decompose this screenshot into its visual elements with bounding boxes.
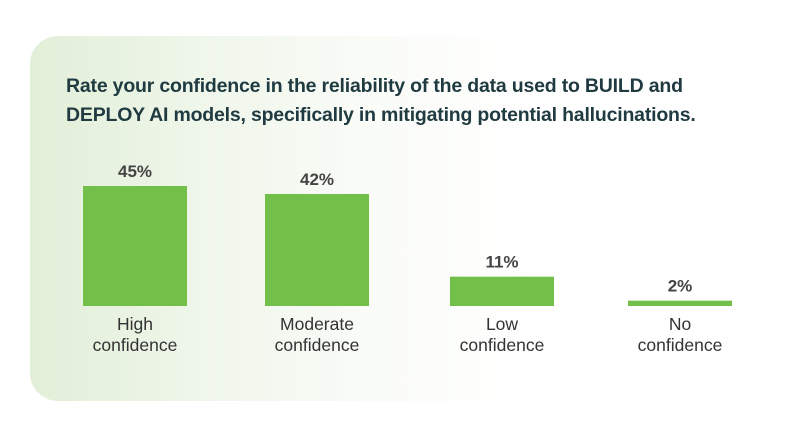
category-label-3: Low confidence <box>422 314 582 356</box>
category-label-line-1: Low <box>485 314 519 334</box>
category-label-line-1: Moderate <box>280 314 354 334</box>
category-label-line-2: confidence <box>637 335 723 355</box>
category-label-line-1: No <box>668 314 692 334</box>
value-label-1: 45% <box>118 162 152 181</box>
value-label-3: 11% <box>485 253 518 272</box>
category-label-1: High confidence <box>55 314 215 356</box>
bar-3 <box>450 276 554 306</box>
chart-title: Rate your confidence in the reliability … <box>66 72 786 130</box>
bar-1 <box>83 186 187 306</box>
value-label-2: 42% <box>300 170 334 189</box>
bar-4 <box>628 300 732 306</box>
bar-2 <box>265 194 369 306</box>
category-label-2: Moderate confidence <box>237 314 397 356</box>
chart-title-line-2: DEPLOY AI models, specifically in mitiga… <box>66 104 696 126</box>
category-label-line-1: High <box>117 314 153 334</box>
category-label-4: No confidence <box>600 314 760 356</box>
chart-title-line-1: Rate your confidence in the reliability … <box>66 75 683 97</box>
category-label-line-2: confidence <box>459 335 545 355</box>
category-label-line-2: confidence <box>274 335 360 355</box>
value-label-4: 2% <box>668 277 693 296</box>
category-label-line-2: confidence <box>92 335 178 355</box>
